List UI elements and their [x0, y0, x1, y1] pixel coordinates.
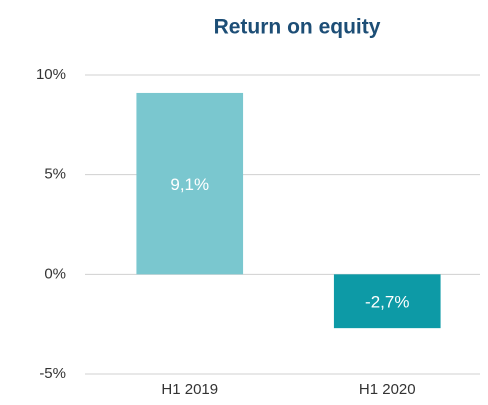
value-label: -2,7% [365, 293, 409, 312]
x-tick-label: H1 2019 [161, 381, 218, 398]
y-tick-label: 0% [44, 265, 66, 282]
bar [333, 274, 441, 329]
value-label: 9,1% [170, 175, 209, 194]
y-tick-label: 5% [44, 166, 66, 183]
y-tick-label: 10% [36, 66, 66, 83]
y-tick-label: -5% [39, 365, 66, 382]
chart-title: Return on equity [214, 16, 381, 39]
bar [136, 92, 244, 275]
x-tick-label: H1 2020 [359, 381, 416, 398]
